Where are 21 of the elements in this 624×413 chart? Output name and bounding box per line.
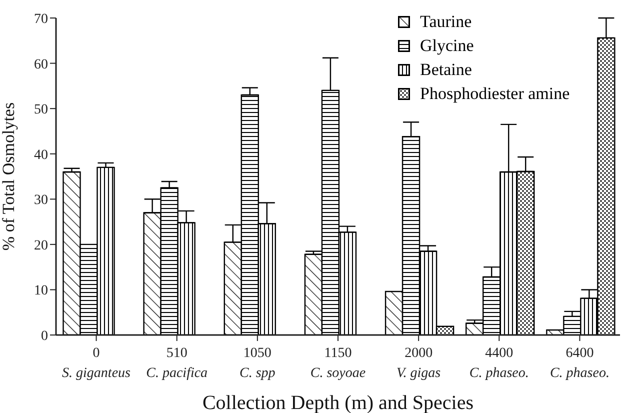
x-tick-label: 1050 C. spp	[240, 346, 276, 381]
x-tick-label: 6400 C. phaseo.	[550, 346, 610, 381]
x-tick-label: 4400 C. phaseo.	[469, 346, 529, 381]
legend-label: Phosphodiester amine	[420, 84, 570, 104]
legend-label: Betaine	[420, 60, 472, 80]
y-tick-label: 70	[34, 12, 48, 27]
x-tick-label: 1150 C. soyoae	[310, 346, 366, 381]
y-tick-label: 10	[34, 284, 48, 299]
y-tick-label: 30	[34, 193, 48, 208]
y-axis-title: % of Total Osmolytes	[0, 102, 18, 251]
y-tick-label: 0	[41, 328, 48, 344]
x-tick-label: 0 S. giganteus	[62, 346, 132, 381]
x-tick-label: 510 C. pacifica	[146, 346, 208, 381]
y-tick-label: 40	[34, 148, 48, 163]
y-tick-label: 20	[34, 238, 48, 254]
legend-label: Taurine	[420, 12, 472, 32]
legend-label: Glycine	[420, 36, 474, 56]
y-tick-label: 50	[34, 102, 48, 118]
x-tick-label: 2000 V. gigas	[396, 346, 442, 381]
x-axis-title: Collection Depth (m) and Species	[202, 392, 474, 413]
y-tick-label: 60	[34, 57, 48, 72]
